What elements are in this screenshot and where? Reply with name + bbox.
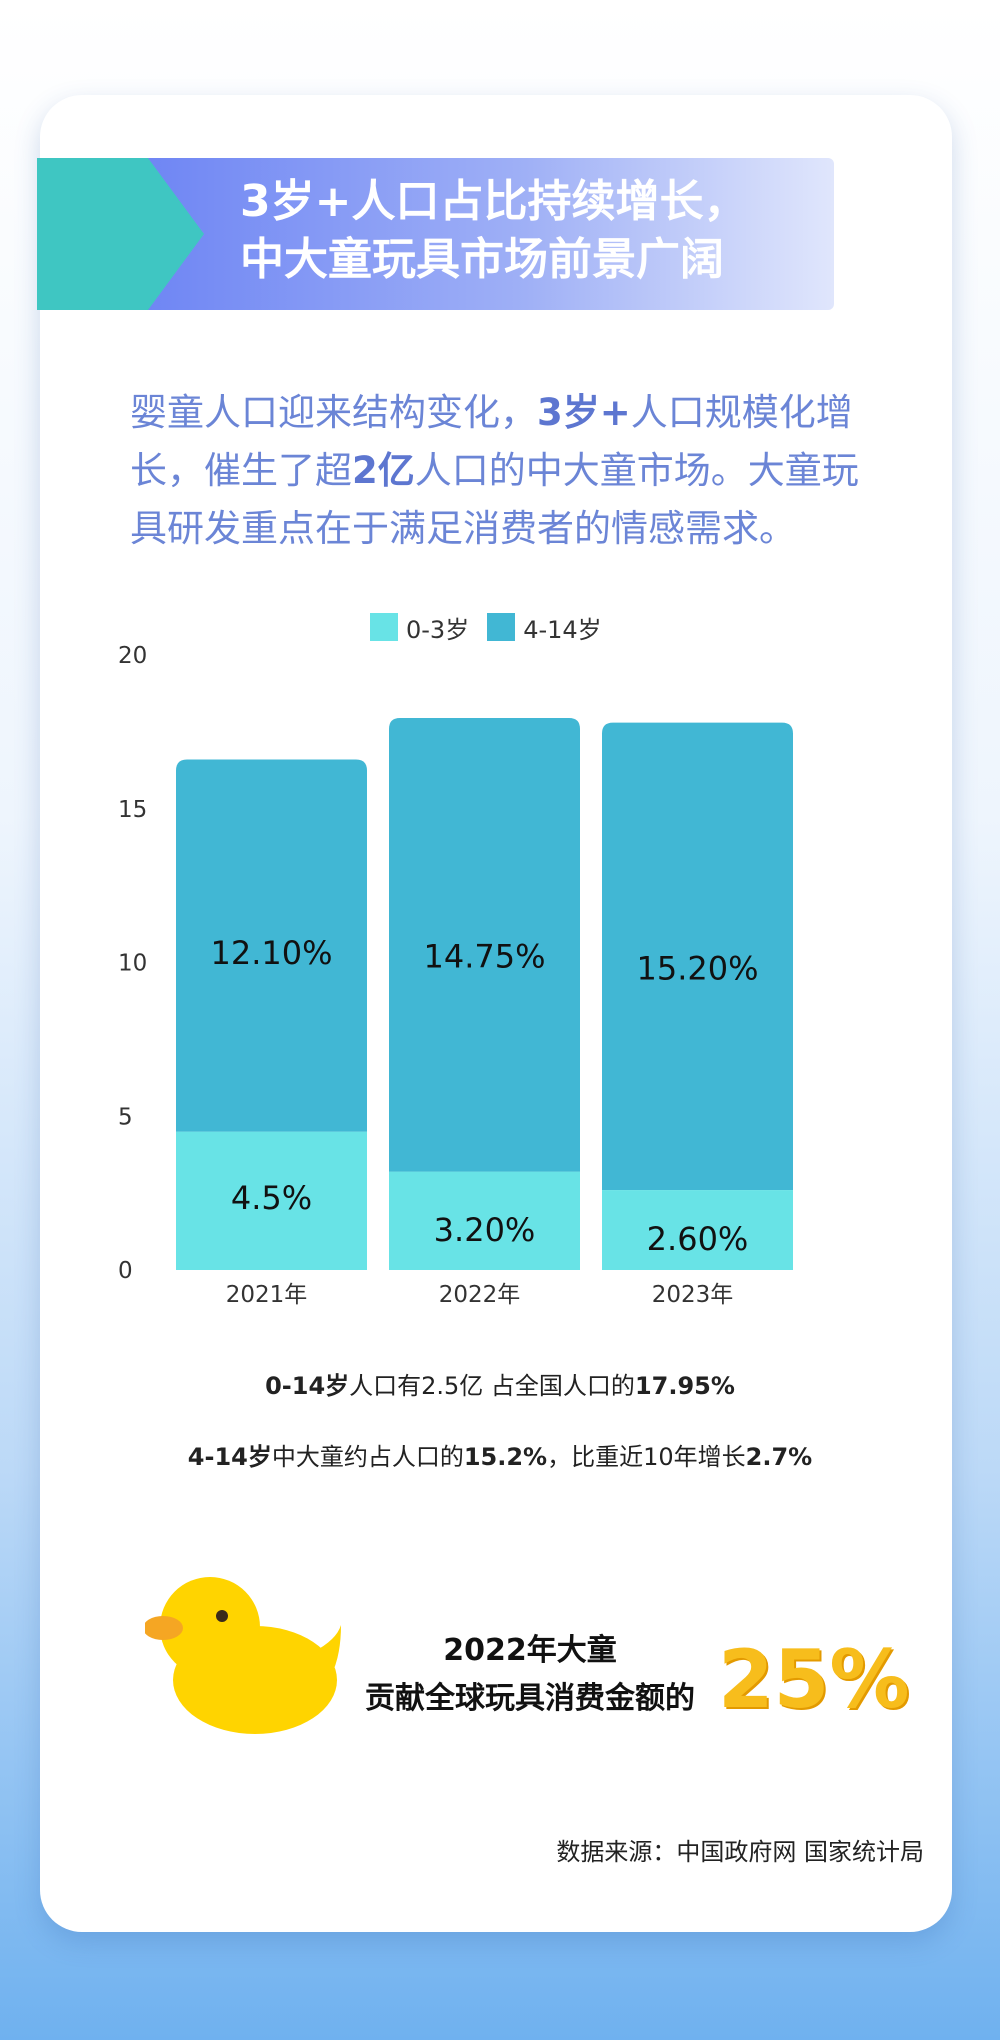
intro-paragraph: 婴童人口迎来结构变化，3岁+人口规模化增长，催生了超2亿人口的中大童市场。大童玩…	[130, 384, 880, 558]
y-tick-label: 20	[118, 643, 147, 669]
y-tick-label: 5	[118, 1104, 133, 1130]
stat2-text-a: 中大童约占人口的	[271, 1443, 464, 1471]
bar-segment	[176, 1131, 367, 1270]
stat1-text-a: 人口有2.5亿 占全国人口的	[349, 1372, 635, 1400]
bar-value-label: 14.75%	[423, 937, 545, 975]
bar-value-label: 4.5%	[231, 1179, 312, 1217]
title-banner	[148, 158, 834, 310]
y-tick-label: 10	[118, 951, 147, 977]
x-tick-label: 2021年	[226, 1282, 308, 1308]
bar-segment	[389, 1171, 580, 1270]
legend-swatch-4-14	[487, 613, 516, 641]
intro-text-2: 人口规模化增长，催生了超	[130, 391, 853, 492]
stat2-bold-b: 15.2%	[463, 1443, 548, 1471]
page-title: 3岁+人口占比持续增长， 中大童玩具市场前景广阔	[240, 173, 840, 289]
stat2-bold-c: 2.7%	[745, 1443, 813, 1471]
bar-segment	[176, 759, 367, 1132]
legend-swatch-0-3	[370, 613, 398, 641]
stat2-text-b: ，比重近10年增长	[547, 1443, 746, 1471]
intro-text-3: 人口的中大童市场。大童玩具研发重点在于满足消费者的情感需求。	[130, 449, 859, 550]
highlight-line-1: 2022年大童	[443, 1633, 617, 1668]
bar-value-label: 12.10%	[210, 934, 332, 972]
bar-value-label: 3.20%	[434, 1211, 536, 1249]
stat1-bold-b: 17.95%	[634, 1372, 735, 1400]
highlight-text: 2022年大童 贡献全球玩具消费金额的	[345, 1627, 715, 1723]
highlight-line-2: 贡献全球玩具消费金额的	[365, 1681, 695, 1716]
bar-segment	[389, 718, 580, 1172]
stat2-bold-a: 4-14岁	[187, 1443, 272, 1471]
legend-label-4-14: 4-14岁	[523, 615, 602, 644]
stat1-bold-a: 0-14岁	[265, 1372, 350, 1400]
y-tick-label: 0	[118, 1258, 133, 1284]
intro-bold-1: 3岁+	[537, 391, 631, 434]
intro-bold-2: 2亿	[352, 449, 415, 492]
rubber-duck-icon	[145, 1577, 341, 1734]
chart-legend: 0-3岁 4-14岁	[370, 612, 620, 644]
bar-segment	[602, 722, 793, 1191]
intro-text-1: 婴童人口迎来结构变化，	[130, 391, 537, 434]
title-line-2: 中大童玩具市场前景广阔	[240, 234, 724, 285]
x-tick-label: 2023年	[652, 1282, 734, 1308]
bar-value-label: 2.60%	[647, 1220, 749, 1258]
stat-line-2: 4-14岁中大童约占人口的15.2%，比重近10年增长2.7%	[0, 1437, 1000, 1472]
data-source: 数据来源：中国政府网 国家统计局	[556, 1838, 924, 1866]
x-tick-label: 2022年	[439, 1282, 521, 1308]
highlight-percentage: 25%	[718, 1633, 910, 1726]
legend-label-0-3: 0-3岁	[406, 615, 470, 644]
bar-value-label: 15.20%	[636, 950, 758, 988]
y-tick-label: 15	[118, 797, 147, 823]
title-line-1: 3岁+人口占比持续增长，	[240, 176, 748, 227]
population-bar-chart: 0 5 10 15 20 4.5% 12.10% 2021年 3.20% 14.75% 2022年 2…	[118, 643, 793, 1308]
bar-segment	[602, 1190, 793, 1270]
stat-line-1: 0-14岁人口有2.5亿 占全国人口的17.95%	[0, 1366, 1000, 1401]
